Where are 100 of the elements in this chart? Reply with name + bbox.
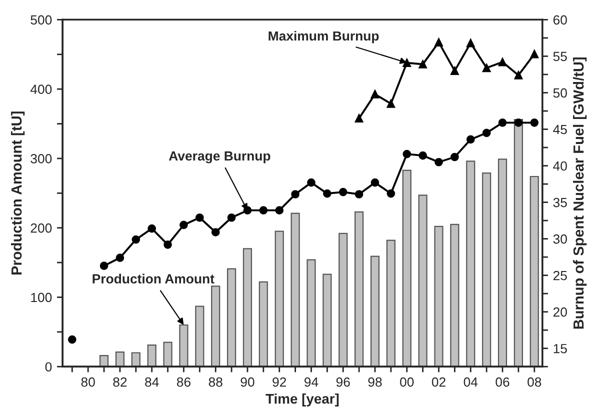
point [132, 235, 140, 244]
x-tick-label: 88 [208, 377, 222, 387]
point [402, 150, 412, 158]
x-tick-label: 86 [176, 377, 190, 387]
x-tick-label: 92 [272, 377, 286, 387]
bar [386, 240, 396, 367]
y2-tick-label: 30 [553, 234, 567, 244]
point [68, 335, 76, 344]
bar [211, 286, 220, 367]
point [323, 189, 332, 198]
bar [306, 259, 316, 367]
point [370, 178, 380, 187]
bar [322, 274, 332, 367]
point [434, 38, 443, 46]
point [386, 189, 396, 198]
y-axis-title: Production Amount [tU] [11, 112, 25, 275]
bar [99, 354, 109, 367]
point [338, 188, 348, 196]
bar [498, 158, 508, 367]
point [402, 58, 412, 67]
bar [195, 306, 204, 367]
bar [450, 224, 460, 367]
point [450, 152, 459, 162]
point [227, 213, 236, 222]
y2-tick-label: 50 [553, 88, 567, 98]
bar [482, 172, 492, 367]
x-tick-label: 02 [432, 377, 446, 387]
y2-axis-title: Burnup of Spent Nuclear Fuel [GWd/tU] [573, 57, 587, 329]
x-tick-label: 82 [113, 377, 127, 387]
x-tick-label: 80 [81, 377, 95, 387]
x-tick-label: 90 [240, 377, 254, 387]
bar [258, 281, 268, 367]
x-tick-label: 06 [496, 377, 510, 387]
point [450, 66, 459, 75]
point [354, 114, 364, 122]
y-tick-label: 500 [30, 15, 52, 25]
point [434, 158, 443, 166]
y-tick-label: 0 [45, 362, 52, 372]
x-tick-label: 08 [528, 377, 542, 387]
point [275, 206, 284, 214]
y2-tick-label: 55 [553, 52, 567, 62]
point [195, 213, 204, 222]
point [291, 190, 300, 198]
x-tick-label: 96 [336, 377, 350, 387]
point [180, 220, 188, 230]
y2-tick-label: 35 [553, 198, 567, 208]
point [100, 262, 108, 270]
y-tick-label: 200 [30, 223, 52, 233]
bar [290, 212, 300, 367]
point [530, 50, 539, 58]
point [243, 206, 252, 214]
point [482, 128, 491, 138]
x-tick-label: 84 [145, 377, 159, 387]
point [514, 71, 523, 80]
annotation: Average Burnup [168, 151, 270, 164]
point [498, 118, 507, 127]
y2-tick-label: 45 [553, 124, 567, 134]
point [259, 206, 268, 214]
bar [131, 352, 140, 367]
y-tick-label: 300 [30, 154, 52, 164]
point [466, 38, 475, 48]
point [164, 240, 172, 249]
bar [163, 342, 172, 367]
y2-tick-label: 60 [553, 15, 567, 25]
bar [418, 194, 428, 367]
bar [466, 160, 476, 367]
point [418, 151, 427, 160]
x-tick-label: 04 [464, 377, 478, 387]
point [354, 190, 364, 198]
bar [434, 226, 444, 367]
point [386, 100, 396, 108]
y2-tick-label: 40 [553, 161, 567, 171]
bar [227, 268, 236, 367]
bar [402, 170, 412, 367]
y2-tick-label: 15 [554, 344, 567, 354]
point [148, 224, 156, 233]
x-tick-label: 00 [400, 377, 414, 387]
point [530, 118, 539, 127]
y-tick-label: 100 [31, 292, 52, 302]
y2-tick-label: 25 [553, 270, 567, 280]
bar [147, 344, 156, 367]
x-tick-label: 98 [368, 377, 382, 387]
point [466, 135, 475, 144]
x-axis-title: Time [year] [266, 394, 339, 406]
point [418, 60, 427, 68]
y-tick-label: 400 [30, 84, 52, 94]
annotation: Maximum Burnup [268, 30, 379, 44]
point [370, 90, 380, 98]
point [482, 64, 491, 72]
bar [274, 230, 284, 367]
annotation: Production Amount [92, 274, 214, 284]
point [116, 254, 124, 262]
x-tick-label: 94 [304, 377, 318, 387]
point [211, 228, 220, 236]
bar [354, 211, 364, 367]
bar [115, 352, 124, 367]
bar [370, 256, 380, 367]
y2-tick-label: 20 [553, 307, 567, 317]
point [307, 178, 316, 187]
bar [242, 248, 252, 367]
